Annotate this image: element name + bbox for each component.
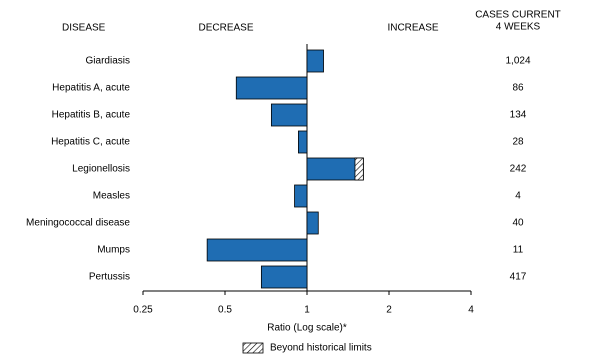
legend-swatch — [242, 342, 264, 354]
case-count: 40 — [512, 218, 524, 229]
increase-label: INCREASE — [387, 23, 438, 34]
bar — [235, 76, 308, 100]
case-count: 242 — [510, 164, 527, 175]
category-label: Giardiasis — [86, 56, 130, 67]
bar — [294, 184, 308, 208]
x-axis-label: Ratio (Log scale)* — [267, 323, 347, 334]
bar — [206, 238, 308, 262]
case-count: 11 — [513, 245, 524, 256]
cases-header: 4 WEEKS — [496, 22, 541, 33]
decrease-label: DECREASE — [198, 23, 253, 34]
category-label: Pertussis — [89, 272, 130, 283]
category-label: Hepatitis C, acute — [51, 137, 130, 148]
category-label: Measles — [93, 191, 130, 202]
case-count: 4 — [515, 191, 521, 202]
x-tick-label: 0.5 — [218, 305, 232, 316]
category-label: Mumps — [97, 245, 130, 256]
category-label: Meningococcal disease — [26, 218, 130, 229]
case-count: 417 — [510, 272, 527, 283]
bar — [298, 130, 308, 154]
x-tick-label: 1 — [304, 305, 310, 316]
disease-header: DISEASE — [62, 23, 106, 34]
case-count: 28 — [512, 137, 524, 148]
category-label: Hepatitis A, acute — [52, 83, 130, 94]
case-count: 134 — [510, 110, 527, 121]
x-tick-label: 0.25 — [133, 305, 153, 316]
bar — [260, 265, 308, 289]
x-tick-label: 4 — [468, 305, 474, 316]
cases-header: CASES CURRENT — [475, 10, 561, 21]
legend-label: Beyond historical limits — [270, 343, 372, 354]
bar — [306, 211, 319, 235]
x-tick-label: 2 — [386, 305, 392, 316]
bar — [306, 49, 324, 73]
category-label: Legionellosis — [72, 164, 130, 175]
category-label: Hepatitis B, acute — [52, 110, 131, 121]
case-count: 86 — [512, 83, 524, 94]
bar — [270, 103, 308, 127]
case-count: 1,024 — [505, 56, 530, 67]
beyond-limit — [354, 157, 364, 181]
